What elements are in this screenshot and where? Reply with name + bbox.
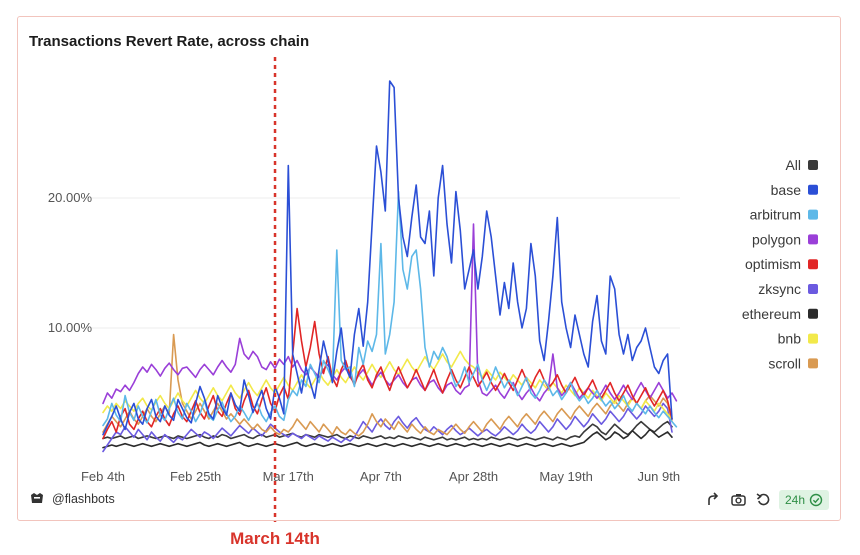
legend-item-optimism[interactable]: optimism — [745, 256, 818, 272]
legend-label: polygon — [752, 231, 801, 247]
legend-swatch — [808, 259, 818, 270]
legend-item-ethereum[interactable]: ethereum — [742, 306, 818, 322]
legend-label: scroll — [768, 355, 801, 371]
y-axis-ticks: 20.00% 10.00% — [48, 190, 93, 335]
flashbots-handle: @flashbots — [52, 492, 115, 506]
series-line-polygon[interactable] — [102, 223, 678, 405]
series-line-zksync[interactable] — [102, 402, 673, 453]
legend-swatch — [808, 209, 818, 220]
series-line-base[interactable] — [102, 80, 673, 436]
x-tick-label: Feb 25th — [170, 469, 221, 484]
x-tick-label: Feb 4th — [81, 469, 125, 484]
x-tick-label: Mar 17th — [263, 469, 314, 484]
legend-swatch — [808, 284, 818, 294]
x-tick-label: Apr 7th — [360, 469, 402, 484]
legend-swatch — [808, 184, 818, 195]
legend-swatch — [808, 333, 818, 344]
x-axis-ticks: Feb 4th Feb 25th Mar 17th Apr 7th Apr 28th Ma… — [81, 469, 680, 484]
legend-swatch — [808, 308, 818, 319]
x-tick-label: May 19th — [539, 469, 592, 484]
time-range-badge[interactable]: 24h — [779, 490, 829, 510]
legend-label: zksync — [758, 281, 801, 297]
march-14-annotation-label: March 14th — [230, 529, 320, 548]
legend-label: ethereum — [742, 306, 801, 322]
annotation-layer: March 14th — [230, 57, 320, 548]
legend-item-bnb[interactable]: bnb — [778, 331, 818, 347]
flashbots-logo-icon — [31, 493, 43, 503]
time-range-label: 24h — [785, 493, 805, 507]
legend-item-scroll[interactable]: scroll — [768, 355, 818, 371]
y-tick-label: 20.00% — [48, 190, 93, 205]
legend-item-All[interactable]: All — [785, 157, 818, 173]
share-icon[interactable] — [708, 492, 719, 505]
legend-label: base — [771, 182, 802, 198]
legend-item-base[interactable]: base — [771, 182, 818, 198]
series-layer — [102, 80, 678, 453]
chart-frame — [17, 16, 841, 521]
series-line-ethereum[interactable] — [102, 428, 673, 449]
legend-swatch — [808, 358, 818, 369]
legend-item-arbitrum[interactable]: arbitrum — [750, 207, 818, 223]
legend-label: arbitrum — [750, 207, 801, 223]
legend: All base arbitrum polygon optimism zksync ethe… — [742, 157, 818, 371]
x-tick-label: Apr 28th — [449, 469, 498, 484]
legend-label: All — [785, 157, 801, 173]
legend-item-zksync[interactable]: zksync — [758, 281, 818, 297]
legend-swatch — [808, 234, 818, 245]
series-line-optimism[interactable] — [102, 307, 673, 440]
series-line-arbitrum[interactable] — [102, 190, 678, 428]
legend-swatch — [808, 160, 818, 170]
camera-icon[interactable] — [731, 494, 746, 506]
x-tick-label: Jun 9th — [637, 469, 680, 484]
legend-label: optimism — [745, 256, 801, 272]
y-tick-label: 10.00% — [48, 320, 93, 335]
legend-label: bnb — [778, 331, 802, 347]
grid-layer — [92, 197, 680, 329]
footer-brand[interactable]: @flashbots — [31, 492, 115, 506]
legend-item-polygon[interactable]: polygon — [752, 231, 818, 247]
chart-title: Transactions Revert Rate, across chain — [29, 33, 309, 50]
refresh-icon[interactable] — [756, 493, 770, 506]
check-circle-icon — [809, 493, 823, 507]
